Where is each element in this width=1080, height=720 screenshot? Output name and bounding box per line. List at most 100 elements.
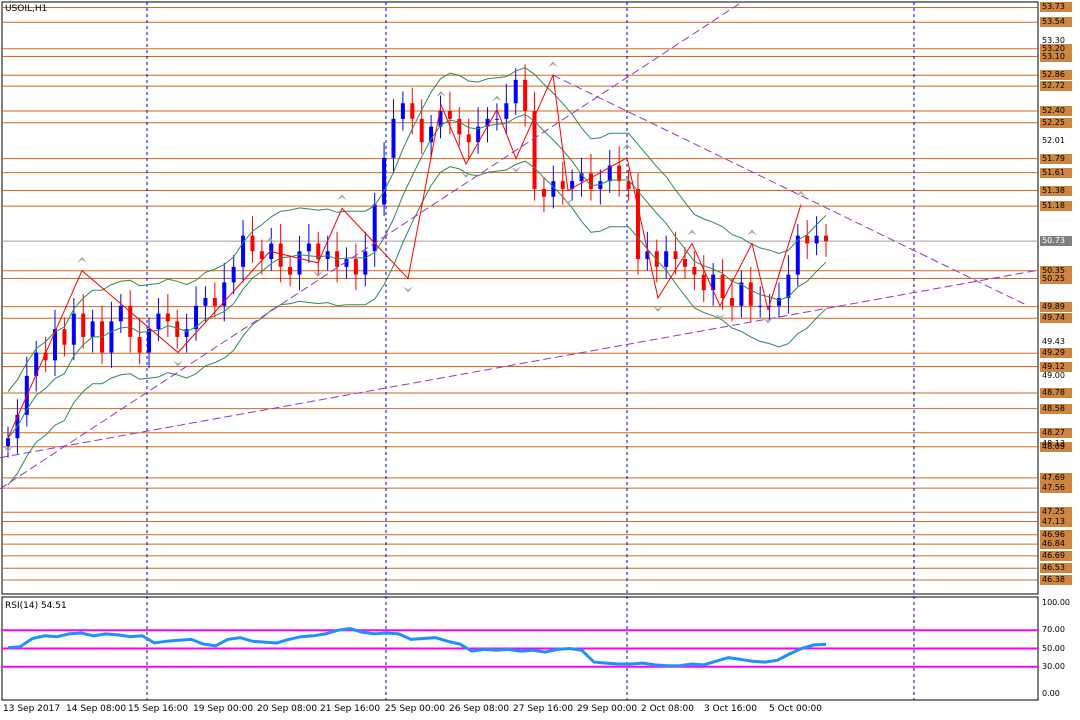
bullish-candle[interactable] xyxy=(400,103,405,119)
time-axis-label: 5 Oct 00:00 xyxy=(769,704,822,714)
bullish-candle[interactable] xyxy=(71,313,76,345)
bullish-candle[interactable] xyxy=(664,251,669,267)
bearish-candle[interactable] xyxy=(259,251,264,260)
bullish-candle[interactable] xyxy=(306,243,311,252)
bullish-candle[interactable] xyxy=(579,173,584,182)
bearish-candle[interactable] xyxy=(626,181,631,189)
bearish-candle[interactable] xyxy=(288,266,293,275)
bullish-candle[interactable] xyxy=(372,204,377,252)
time-axis-label: 20 Sep 08:00 xyxy=(257,704,318,714)
bullish-candle[interactable] xyxy=(297,251,302,275)
bullish-candle[interactable] xyxy=(325,251,330,260)
bearish-candle[interactable] xyxy=(617,165,622,182)
bullish-candle[interactable] xyxy=(231,266,236,283)
bearish-candle[interactable] xyxy=(457,118,462,135)
bearish-candle[interactable] xyxy=(635,188,640,260)
bearish-candle[interactable] xyxy=(419,118,424,143)
bullish-candle[interactable] xyxy=(570,181,575,189)
bearish-candle[interactable] xyxy=(316,243,321,260)
bullish-candle[interactable] xyxy=(513,79,518,104)
bullish-candle[interactable] xyxy=(90,321,95,337)
bullish-candle[interactable] xyxy=(118,305,123,322)
bearish-candle[interactable] xyxy=(682,259,687,267)
bearish-candle[interactable] xyxy=(165,313,170,322)
bearish-candle[interactable] xyxy=(447,111,452,119)
bearish-candle[interactable] xyxy=(720,274,725,298)
bullish-candle[interactable] xyxy=(795,235,800,275)
bearish-candle[interactable] xyxy=(410,103,415,119)
bullish-candle[interactable] xyxy=(203,298,208,306)
bullish-candle[interactable] xyxy=(391,118,396,158)
fractal-down-marker xyxy=(173,360,183,367)
rsi-axis-tick: 70.00 xyxy=(1042,625,1065,635)
price-level-tag: 48.78 xyxy=(1040,388,1072,399)
bullish-candle[interactable] xyxy=(739,282,744,306)
bullish-candle[interactable] xyxy=(607,165,612,182)
bearish-candle[interactable] xyxy=(81,313,86,337)
bearish-candle[interactable] xyxy=(560,181,565,189)
bullish-candle[interactable] xyxy=(476,126,481,143)
bearish-candle[interactable] xyxy=(654,251,659,267)
bullish-candle[interactable] xyxy=(222,282,227,306)
bullish-candle[interactable] xyxy=(598,181,603,189)
fractal-down-marker xyxy=(563,198,573,205)
bullish-candle[interactable] xyxy=(494,118,499,120)
bearish-candle[interactable] xyxy=(729,298,734,306)
trend-line[interactable] xyxy=(0,1,743,490)
bearish-candle[interactable] xyxy=(128,305,133,337)
bearish-candle[interactable] xyxy=(532,111,537,189)
bullish-candle[interactable] xyxy=(382,157,387,205)
fractal-up-marker xyxy=(796,190,806,197)
bullish-candle[interactable] xyxy=(241,235,246,267)
bullish-candle[interactable] xyxy=(363,251,368,275)
bullish-candle[interactable] xyxy=(6,438,10,446)
bearish-candle[interactable] xyxy=(250,235,255,252)
time-axis-label: 27 Sep 16:00 xyxy=(513,704,574,714)
bearish-candle[interactable] xyxy=(43,352,48,361)
bearish-candle[interactable] xyxy=(212,298,217,306)
bearish-candle[interactable] xyxy=(673,251,678,260)
bullish-candle[interactable] xyxy=(184,329,189,337)
bullish-candle[interactable] xyxy=(645,251,650,260)
bearish-candle[interactable] xyxy=(278,243,283,267)
bearish-candle[interactable] xyxy=(137,336,142,353)
bearish-candle[interactable] xyxy=(523,79,528,112)
bearish-candle[interactable] xyxy=(466,134,471,143)
bullish-candle[interactable] xyxy=(34,352,39,376)
bullish-candle[interactable] xyxy=(776,298,781,306)
fractal-up-marker xyxy=(622,143,632,150)
bullish-candle[interactable] xyxy=(485,118,490,127)
bullish-candle[interactable] xyxy=(53,329,58,361)
fractal-down-marker xyxy=(511,166,521,173)
bullish-candle[interactable] xyxy=(814,235,819,244)
bearish-candle[interactable] xyxy=(824,235,828,242)
bearish-candle[interactable] xyxy=(805,235,810,244)
bullish-candle[interactable] xyxy=(429,126,434,143)
fractal-up-marker xyxy=(492,95,502,102)
bullish-candle[interactable] xyxy=(711,274,716,291)
bearish-candle[interactable] xyxy=(353,259,358,275)
price-level-tag: 51.18 xyxy=(1040,201,1072,212)
bearish-candle[interactable] xyxy=(541,188,546,197)
bullish-candle[interactable] xyxy=(147,329,152,353)
bearish-candle[interactable] xyxy=(701,274,706,291)
bullish-candle[interactable] xyxy=(551,181,556,197)
bearish-candle[interactable] xyxy=(692,266,697,275)
bearish-candle[interactable] xyxy=(62,329,67,345)
bearish-candle[interactable] xyxy=(748,282,753,306)
bullish-candle[interactable] xyxy=(344,259,349,267)
bullish-candle[interactable] xyxy=(504,103,509,119)
bearish-candle[interactable] xyxy=(588,173,593,189)
bearish-candle[interactable] xyxy=(175,321,180,337)
bullish-candle[interactable] xyxy=(109,321,114,353)
bullish-candle[interactable] xyxy=(786,274,791,298)
bullish-candle[interactable] xyxy=(156,313,161,330)
bullish-candle[interactable] xyxy=(758,305,763,307)
trend-line[interactable] xyxy=(0,270,1036,459)
bullish-candle[interactable] xyxy=(194,305,199,330)
bullish-candle[interactable] xyxy=(438,111,443,127)
trend-line[interactable] xyxy=(552,74,1029,307)
time-axis-label: 19 Sep 00:00 xyxy=(193,704,254,714)
